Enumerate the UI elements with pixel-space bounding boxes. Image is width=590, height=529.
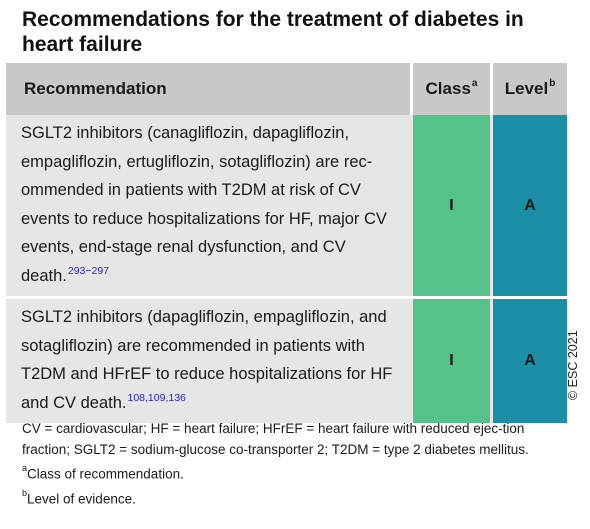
footnote-a-text: Class of recommendation. <box>27 466 184 482</box>
footnote-b-text: Level of evidence. <box>27 491 136 507</box>
header-level-footnote-mark: b <box>549 77 556 89</box>
copyright-text: © ESC 2021 <box>566 330 580 400</box>
class-cell: I <box>413 299 490 423</box>
recommendation-body: SGLT2 inhibitors (dapagliflozin, empagli… <box>21 308 393 412</box>
class-cell: I <box>413 115 490 296</box>
reference-link[interactable]: 293−297 <box>67 264 110 277</box>
level-cell: A <box>493 115 567 296</box>
table-row: SGLT2 inhibitors (dapagliflozin, empagli… <box>6 299 567 423</box>
header-class: Class a <box>413 63 490 115</box>
table-title: Recommendations for the treatment of dia… <box>22 8 524 56</box>
table-row: SGLT2 inhibitors (canagliflozin, dapagli… <box>6 115 567 296</box>
footnote-a: aClass of recommendation. <box>22 460 567 485</box>
footnote-b-mark: b <box>22 488 28 498</box>
table-footnotes: CV = cardiovascular; HF = heart failure;… <box>22 419 567 510</box>
header-class-label: Class <box>425 79 471 98</box>
abbreviations-note: CV = cardiovascular; HF = heart failure;… <box>22 421 529 457</box>
header-divider <box>490 63 493 115</box>
header-class-footnote-mark: a <box>471 77 478 89</box>
header-divider <box>410 63 413 115</box>
recommendation-text: SGLT2 inhibitors (canagliflozin, dapagli… <box>6 115 410 296</box>
footnote-b: bLevel of evidence. <box>22 485 567 510</box>
table-header: Recommendation Class a Level b <box>6 63 567 115</box>
header-level: Level b <box>493 63 567 115</box>
recommendation-text: SGLT2 inhibitors (dapagliflozin, empagli… <box>6 299 410 423</box>
header-level-label: Level <box>504 79 549 98</box>
level-cell: A <box>493 299 567 423</box>
header-recommendation: Recommendation <box>24 79 167 98</box>
footnote-a-mark: a <box>22 463 28 473</box>
recommendations-table: Recommendation Class a Level b SGLT2 inhib… <box>6 63 567 423</box>
reference-link[interactable]: 108,109,136 <box>127 391 186 404</box>
recommendation-body: SGLT2 inhibitors (canagliflozin, dapagli… <box>21 124 387 285</box>
